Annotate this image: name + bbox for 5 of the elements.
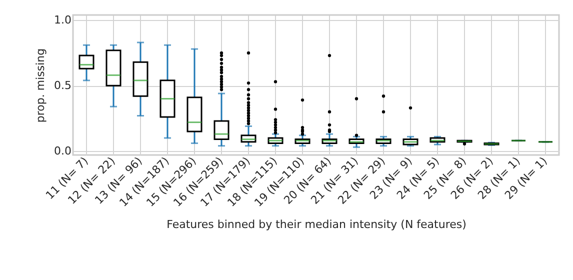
y-tick-label: 0.5	[54, 79, 72, 92]
y-tick-label: 0.0	[54, 144, 72, 158]
y-axis-title: prop. missing	[34, 48, 48, 123]
x-axis-title: Features binned by their median intensity (N features)	[166, 218, 466, 232]
y-tick-label: 1.0	[54, 14, 72, 27]
